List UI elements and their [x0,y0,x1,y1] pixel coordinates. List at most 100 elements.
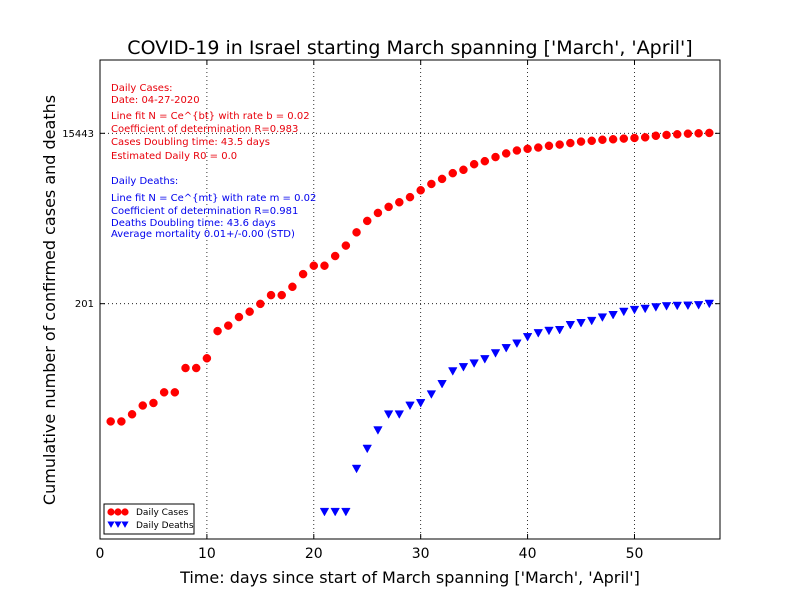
cases-heading: Daily Cases: [111,83,173,94]
deaths-point [490,349,501,358]
cases-point [555,140,564,149]
legend-deaths-marker [107,521,129,528]
deaths-point [608,311,618,320]
cases-point [705,128,714,138]
cases-r0: Estimated Daily R0 = 0.0 [111,151,237,162]
deaths-point [704,299,715,309]
cases-point [309,261,319,270]
deaths-doubling: Deaths Doubling time: 43.6 days [111,218,276,229]
cases-point [149,398,158,408]
cases-annotation: Daily Cases: Date: 04-27-2020 Line fit N… [111,83,310,162]
series-daily-cases [106,128,714,426]
legend-cases-label: Daily Cases [136,508,189,518]
deaths-point [533,329,544,338]
deaths-point [405,401,415,411]
cases-point [619,134,629,143]
deaths-point [458,363,469,372]
cases-point [138,401,148,410]
deaths-point [469,359,479,368]
x-tick-label: 10 [198,546,216,562]
cases-point [256,299,265,309]
legend-deaths-triangle [114,521,122,528]
deaths-point [383,410,394,419]
y-tick-label: 15443 [62,129,94,140]
cases-date: Date: 04-27-2020 [111,95,200,106]
cases-point [117,417,126,426]
deaths-point [415,399,426,408]
cases-point [491,152,500,162]
deaths-point [448,367,458,376]
legend-deaths-label: Daily Deaths [136,521,194,531]
deaths-point [341,507,351,517]
y-tick-label: 201 [75,299,94,310]
deaths-point [394,410,405,419]
deaths-point [426,390,437,399]
cases-point [448,168,458,178]
deaths-point [362,444,372,454]
y-axis: 201 15443 [62,129,720,310]
cases-point [213,326,222,336]
x-tick-label: 40 [519,546,537,562]
cases-point [469,159,479,169]
cases-point [587,136,596,146]
deaths-mortality: Average mortality 0.01+/-0.00 (STD) [111,229,295,240]
deaths-point [661,302,672,311]
deaths-point [544,326,554,336]
legend-cases-dot [107,508,115,516]
cases-point [330,251,340,261]
cases-point [459,165,468,175]
series-daily-deaths [319,299,715,517]
cases-point [437,174,447,184]
deaths-point [619,307,629,317]
cases-point [427,179,436,189]
cases-point [598,135,607,144]
legend-cases-dot [114,508,122,516]
x-axis: 0 10 20 30 40 50 [96,60,643,562]
legend-deaths-triangle [121,521,129,528]
deaths-point [565,321,576,330]
deaths-point [437,380,447,389]
cases-point [266,290,276,300]
deaths-point [629,305,640,315]
cases-point [576,137,586,146]
legend-cases-dot [121,508,129,516]
cases-point [480,156,490,166]
cases-point [362,216,372,226]
deaths-point [576,319,586,328]
deaths-point [672,301,682,311]
deaths-point [683,301,693,311]
cases-point [373,208,383,218]
legend-deaths-triangle [107,521,115,528]
cases-point [181,363,190,373]
cases-point [202,354,212,363]
deaths-point [351,464,362,474]
cases-point [651,131,661,141]
deaths-point [522,333,533,342]
deaths-point [512,339,522,349]
cases-point [694,129,703,138]
grid [100,60,720,539]
cases-doubling: Cases Doubling time: 43.5 days [111,137,270,148]
cases-point [523,144,532,154]
cases-point [608,135,618,144]
cases-point [512,146,522,155]
deaths-point [554,326,565,335]
legend: Daily Cases Daily Deaths [103,503,195,535]
cases-point [127,410,137,419]
deaths-point [586,316,597,326]
deaths-point [597,313,608,322]
deaths-point [480,355,490,364]
cases-point [416,185,425,195]
x-tick-label: 20 [305,546,323,562]
cases-point [534,143,543,152]
plot-area: 0 10 20 30 40 50 201 15443 [62,59,721,562]
cases-point [566,138,575,148]
deaths-r2: Coefficient of determination R=0.981 [111,206,298,217]
cases-point [320,261,329,270]
cases-point [170,388,180,397]
cases-fit: Line fit N = Ce^{bt} with rate b = 0.02 [111,111,310,122]
cases-point [395,197,404,207]
cases-point [662,130,671,140]
cases-point [298,269,308,279]
